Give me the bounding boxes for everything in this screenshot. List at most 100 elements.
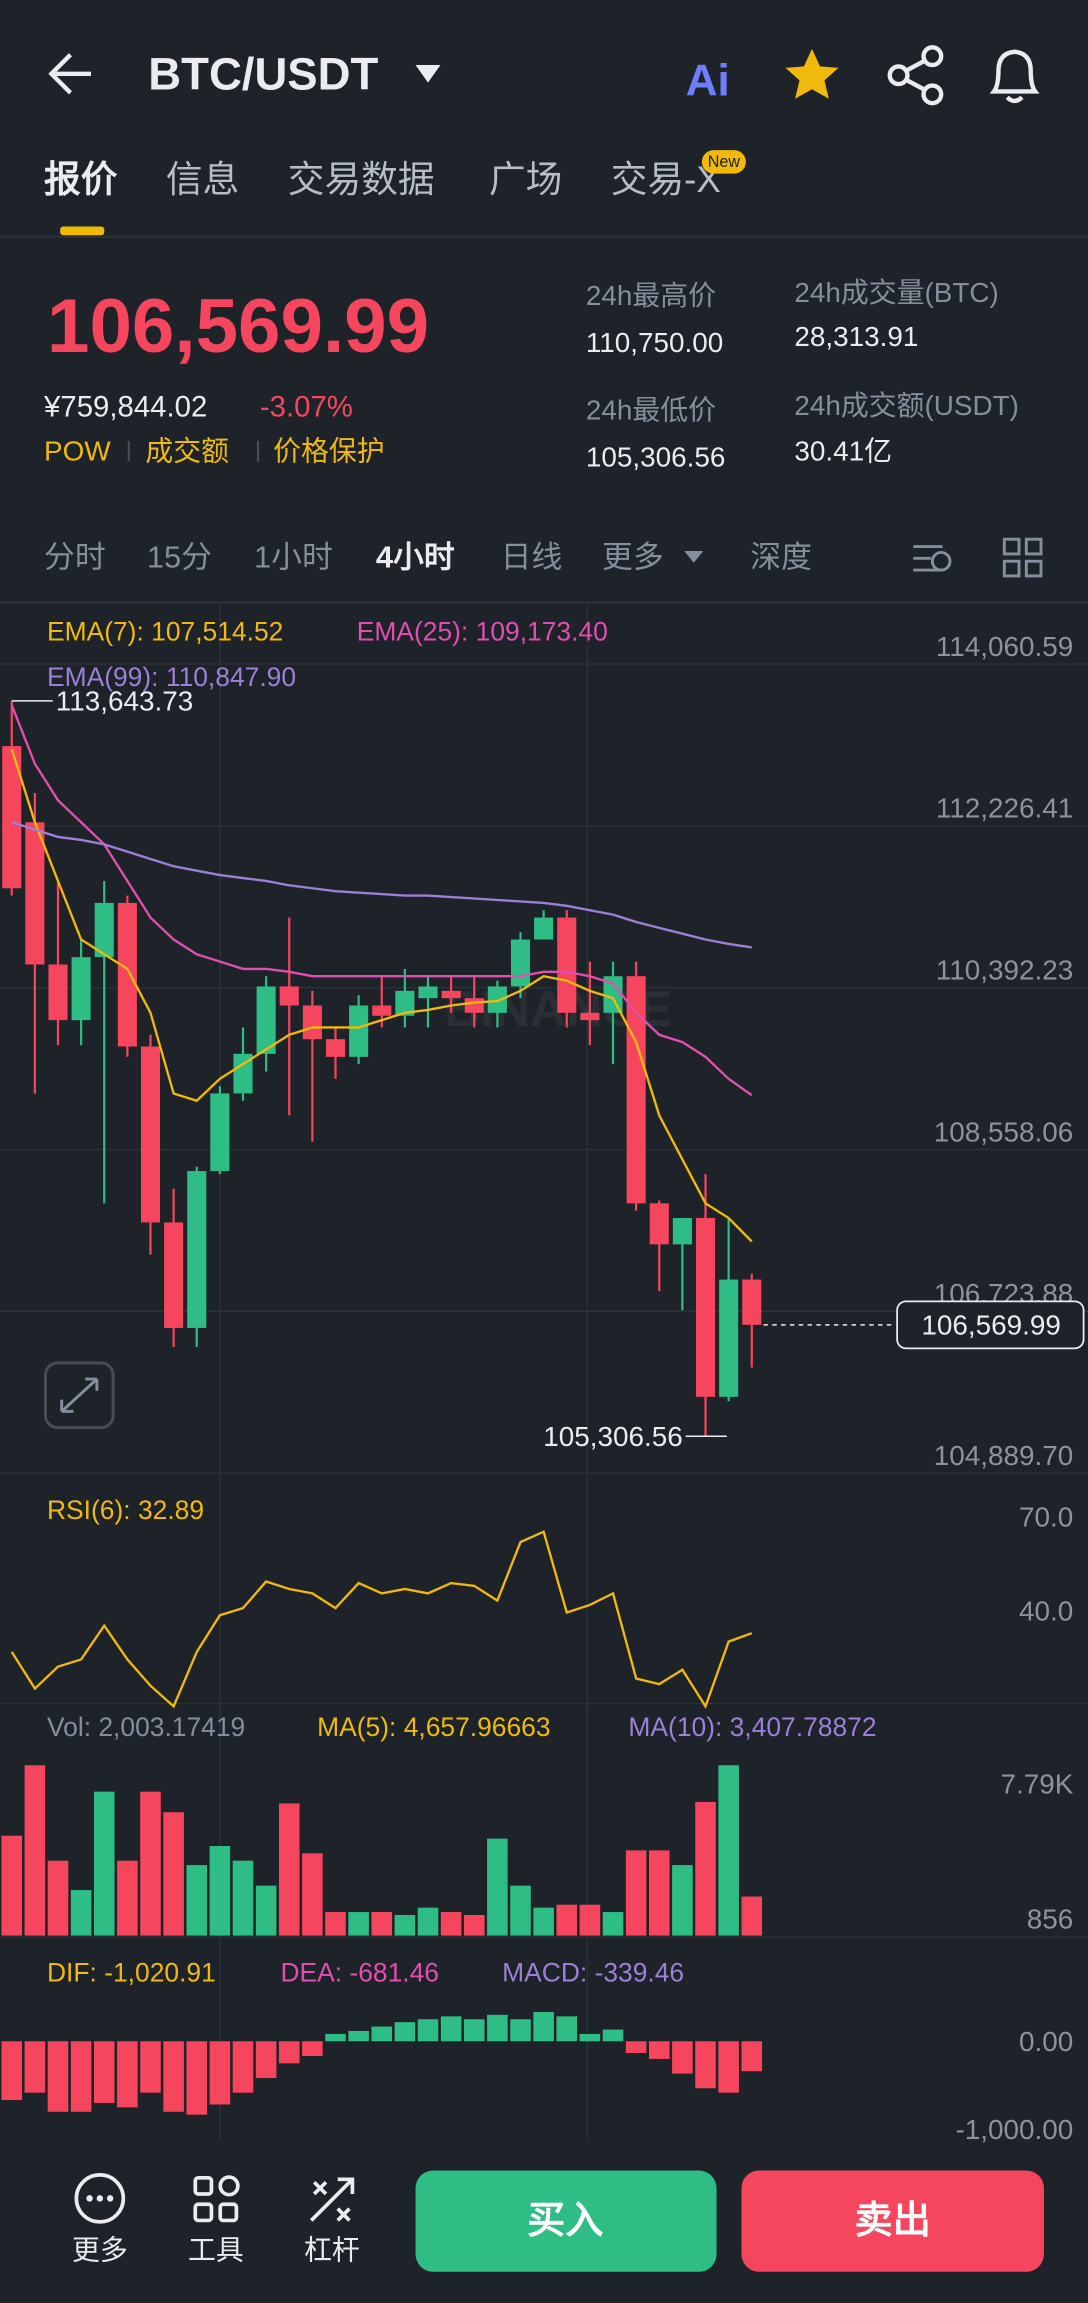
ai-button[interactable]: Ai — [686, 57, 730, 106]
bell-button[interactable] — [989, 49, 1040, 104]
interval[interactable]: 4小时 — [376, 539, 455, 574]
tool-label[interactable]: 更多 — [72, 2234, 128, 2265]
last-price: 106,569.99 — [47, 284, 429, 369]
pair-title[interactable]: BTC/USDT — [148, 48, 378, 99]
legend-entry: MACD: -339.46 — [502, 1957, 684, 1987]
candle-body — [649, 1203, 669, 1245]
tool-label[interactable]: 杠杆 — [304, 2234, 360, 2265]
bar — [533, 2011, 554, 2042]
favorite-star[interactable] — [785, 48, 839, 99]
candle-body — [71, 957, 91, 1021]
legend-entry: DIF: -1,020.91 — [47, 1957, 216, 1987]
interval[interactable]: 分时 — [44, 539, 106, 574]
cny-price: ¥759,844.02 — [43, 391, 207, 424]
buy-label[interactable]: 买入 — [527, 2199, 603, 2242]
interval[interactable]: 日线 — [501, 539, 563, 574]
y-tick-label: 104,889.70 — [934, 1440, 1074, 1471]
candle-body — [695, 1218, 716, 1397]
bar — [24, 2041, 46, 2093]
stat-label: 24h最低价 — [586, 395, 716, 426]
candle-body — [94, 902, 114, 958]
interval[interactable]: 1小时 — [254, 539, 333, 574]
y-tick-label: 40.0 — [1019, 1595, 1073, 1626]
tab[interactable]: 交易数据 — [288, 159, 435, 200]
new-badge — [701, 150, 746, 174]
sell-button[interactable] — [741, 2170, 1044, 2272]
tab[interactable]: 广场 — [489, 159, 562, 200]
bar — [463, 2019, 485, 2042]
candle-body — [418, 986, 438, 999]
bar — [741, 2041, 763, 2072]
tag[interactable]: POW — [44, 436, 111, 467]
legend-entry: EMA(25): 109,173.40 — [357, 617, 608, 647]
indicator-settings[interactable] — [913, 545, 952, 572]
candle-body — [603, 976, 623, 1013]
y-tick-label: 114,060.59 — [936, 631, 1073, 662]
tab[interactable]: 报价 — [44, 159, 118, 200]
tab-indicator — [60, 226, 105, 236]
bar — [417, 1907, 439, 1936]
buy-button[interactable] — [415, 2170, 717, 2272]
tag[interactable]: 成交额 — [145, 436, 229, 467]
y-tick-label: 70.0 — [1019, 1502, 1073, 1533]
bar — [140, 2041, 161, 2093]
tools-icon[interactable] — [193, 2175, 240, 2223]
candle-body — [117, 902, 137, 1047]
candle-body — [48, 964, 68, 1021]
legend-entry: MA(10): 3,407.78872 — [628, 1712, 876, 1742]
bar — [93, 1791, 115, 1936]
layout-button[interactable] — [1002, 537, 1043, 578]
tab[interactable]: 信息 — [166, 159, 239, 200]
last-price-box — [896, 1300, 1085, 1350]
stat-value: 105,306.56 — [586, 442, 726, 473]
candle-body — [534, 917, 554, 940]
bar — [672, 2041, 693, 2074]
legend-entry: DEA: -681.46 — [280, 1957, 439, 1987]
back-button[interactable] — [48, 53, 92, 95]
y-tick-label: 7.79K — [1000, 1768, 1073, 1799]
tag[interactable]: 价格保护 — [273, 436, 384, 467]
more-dropdown[interactable] — [684, 550, 704, 563]
bar — [695, 1801, 716, 1936]
bar — [510, 1885, 531, 1936]
interval[interactable]: 15分 — [147, 539, 212, 574]
sell-label[interactable]: 卖出 — [855, 2199, 931, 2242]
more-icon[interactable] — [74, 2173, 126, 2224]
low-label: 105,306.56 — [543, 1421, 683, 1452]
bar — [394, 1915, 416, 1936]
bar — [672, 1865, 693, 1936]
candle-body — [256, 986, 276, 1054]
stat-value: 28,313.91 — [794, 321, 918, 352]
bar — [417, 2019, 439, 2042]
bar — [487, 1838, 508, 1936]
leverage-icon[interactable] — [309, 2177, 355, 2222]
bar — [302, 1853, 323, 1936]
bar — [463, 1915, 485, 1936]
y-tick-label: 110,392.23 — [936, 955, 1073, 986]
bar — [117, 1860, 138, 1936]
bar — [163, 1812, 184, 1936]
interval[interactable]: 更多 — [602, 539, 664, 574]
bar — [556, 2016, 578, 2042]
tag-separator — [256, 440, 260, 462]
expand-button[interactable] — [44, 1361, 115, 1430]
candle-body — [233, 1053, 253, 1094]
interval[interactable]: 深度 — [750, 539, 812, 574]
tabs: 报价 信息 交易数据 广场 交易-X — [44, 159, 721, 200]
legend-entry: EMA(7): 107,514.52 — [47, 617, 283, 647]
pair-dropdown[interactable] — [415, 64, 441, 83]
tool-label[interactable]: 工具 — [188, 2234, 244, 2265]
candle-body — [2, 746, 22, 889]
bar — [533, 1907, 554, 1936]
bar — [255, 1885, 277, 1936]
candle-body — [580, 1012, 600, 1021]
legend-entry: EMA(99): 110,847.90 — [47, 662, 296, 692]
share-button[interactable] — [887, 45, 944, 106]
bar — [440, 2016, 462, 2042]
stat-value: 110,750.00 — [586, 327, 723, 358]
bar — [718, 1765, 739, 1936]
candle-body — [672, 1218, 692, 1245]
y-tick-label: 856 — [1027, 1903, 1074, 1934]
bar — [70, 1890, 92, 1936]
